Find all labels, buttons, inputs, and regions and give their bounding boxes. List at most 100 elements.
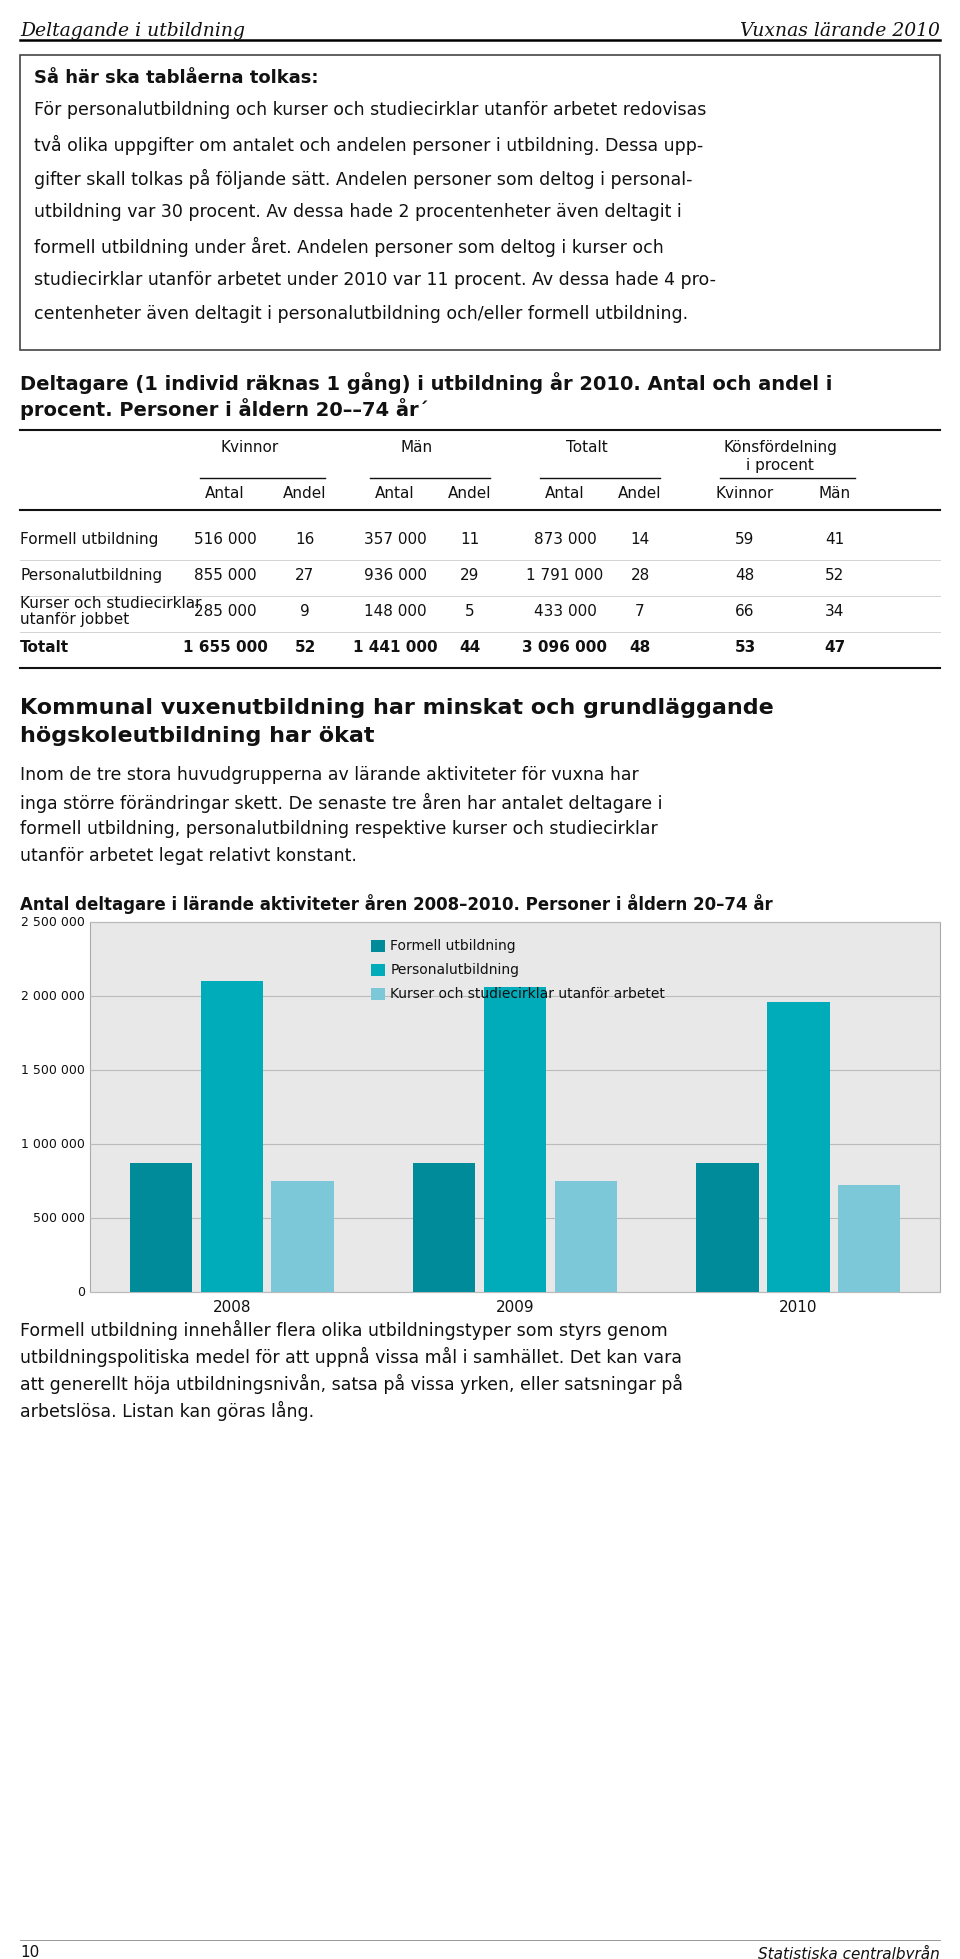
Text: 52: 52	[295, 641, 316, 654]
Text: Könsfördelning: Könsfördelning	[723, 441, 837, 454]
Text: 16: 16	[296, 533, 315, 547]
Text: två olika uppgifter om antalet och andelen personer i utbildning. Dessa upp-: två olika uppgifter om antalet och andel…	[34, 135, 704, 155]
FancyBboxPatch shape	[696, 1164, 758, 1293]
Text: Andel: Andel	[448, 486, 492, 502]
FancyBboxPatch shape	[484, 987, 546, 1293]
Text: 66: 66	[735, 603, 755, 619]
Text: arbetslösa. Listan kan göras lång.: arbetslösa. Listan kan göras lång.	[20, 1401, 314, 1420]
Text: utanför arbetet legat relativt konstant.: utanför arbetet legat relativt konstant.	[20, 846, 357, 866]
Text: 433 000: 433 000	[534, 603, 596, 619]
Text: 48: 48	[630, 641, 651, 654]
Text: 3 096 000: 3 096 000	[522, 641, 608, 654]
Text: 52: 52	[826, 568, 845, 584]
Text: Män: Män	[401, 441, 433, 454]
Text: 855 000: 855 000	[194, 568, 256, 584]
Text: 285 000: 285 000	[194, 603, 256, 619]
Text: Kurser och studiecirklar: Kurser och studiecirklar	[20, 596, 202, 611]
Text: 29: 29	[460, 568, 480, 584]
Text: 10: 10	[20, 1945, 39, 1959]
Text: 9: 9	[300, 603, 310, 619]
FancyBboxPatch shape	[371, 964, 385, 976]
Text: 11: 11	[461, 533, 480, 547]
Text: utanför jobbet: utanför jobbet	[20, 611, 130, 627]
Text: utbildning var 30 procent. Av dessa hade 2 procentenheter även deltagit i: utbildning var 30 procent. Av dessa hade…	[34, 204, 682, 221]
Text: 1 655 000: 1 655 000	[182, 641, 268, 654]
Text: 0: 0	[77, 1285, 85, 1299]
Text: högskoleutbildning har ökat: högskoleutbildning har ökat	[20, 727, 374, 746]
Text: 936 000: 936 000	[364, 568, 426, 584]
FancyBboxPatch shape	[201, 981, 263, 1293]
Text: Formell utbildning innehåller flera olika utbildningstyper som styrs genom: Formell utbildning innehåller flera olik…	[20, 1320, 668, 1340]
Text: Andel: Andel	[283, 486, 326, 502]
Text: formell utbildning, personalutbildning respektive kurser och studiecirklar: formell utbildning, personalutbildning r…	[20, 821, 658, 838]
Text: Totalt: Totalt	[566, 441, 608, 454]
Text: 1 500 000: 1 500 000	[21, 1064, 85, 1077]
FancyBboxPatch shape	[767, 1001, 829, 1293]
Text: 1 441 000: 1 441 000	[352, 641, 438, 654]
FancyBboxPatch shape	[90, 923, 940, 1293]
FancyBboxPatch shape	[20, 55, 940, 351]
Text: Formell utbildning: Formell utbildning	[20, 533, 158, 547]
Text: 7: 7	[636, 603, 645, 619]
Text: Antal: Antal	[205, 486, 245, 502]
Text: att generellt höja utbildningsnivån, satsa på vissa yrken, eller satsningar på: att generellt höja utbildningsnivån, sat…	[20, 1373, 683, 1395]
Text: 48: 48	[735, 568, 755, 584]
Text: 1 000 000: 1 000 000	[21, 1138, 85, 1150]
Text: studiecirklar utanför arbetet under 2010 var 11 procent. Av dessa hade 4 pro-: studiecirklar utanför arbetet under 2010…	[34, 270, 716, 290]
Text: Inom de tre stora huvudgrupperna av lärande aktiviteter för vuxna har: Inom de tre stora huvudgrupperna av lära…	[20, 766, 638, 784]
Text: Så här ska tablåerna tolkas:: Så här ska tablåerna tolkas:	[34, 69, 319, 86]
Text: Kurser och studiecirklar utanför arbetet: Kurser och studiecirklar utanför arbetet	[391, 987, 665, 1001]
Text: 44: 44	[460, 641, 481, 654]
Text: Totalt: Totalt	[20, 641, 69, 654]
Text: Vuxnas lärande 2010: Vuxnas lärande 2010	[740, 22, 940, 39]
Text: 516 000: 516 000	[194, 533, 256, 547]
Text: Deltagande i utbildning: Deltagande i utbildning	[20, 22, 245, 39]
Text: 47: 47	[825, 641, 846, 654]
Text: Personalutbildning: Personalutbildning	[20, 568, 162, 584]
Text: 2009: 2009	[495, 1301, 535, 1314]
Text: För personalutbildning och kurser och studiecirklar utanför arbetet redovisas: För personalutbildning och kurser och st…	[34, 102, 707, 119]
Text: 27: 27	[296, 568, 315, 584]
Text: 34: 34	[826, 603, 845, 619]
Text: 14: 14	[631, 533, 650, 547]
FancyBboxPatch shape	[130, 1164, 192, 1293]
Text: Kvinnor: Kvinnor	[716, 486, 774, 502]
Text: 2010: 2010	[780, 1301, 818, 1314]
Text: 53: 53	[734, 641, 756, 654]
Text: 28: 28	[631, 568, 650, 584]
Text: procent. Personer i åldern 20––74 år´: procent. Personer i åldern 20––74 år´	[20, 398, 428, 419]
FancyBboxPatch shape	[838, 1185, 900, 1293]
Text: Kommunal vuxenutbildning har minskat och grundläggande: Kommunal vuxenutbildning har minskat och…	[20, 697, 774, 719]
FancyBboxPatch shape	[371, 940, 385, 952]
Text: 41: 41	[826, 533, 845, 547]
Text: 873 000: 873 000	[534, 533, 596, 547]
Text: 5: 5	[466, 603, 475, 619]
Text: Kvinnor: Kvinnor	[221, 441, 279, 454]
Text: Deltagare (1 individ räknas 1 gång) i utbildning år 2010. Antal och andel i: Deltagare (1 individ räknas 1 gång) i ut…	[20, 372, 832, 394]
Text: Statistiska centralbyrån: Statistiska centralbyrån	[758, 1945, 940, 1959]
FancyBboxPatch shape	[555, 1181, 617, 1293]
Text: 59: 59	[735, 533, 755, 547]
Text: centenheter även deltagit i personalutbildning och/eller formell utbildning.: centenheter även deltagit i personalutbi…	[34, 306, 688, 323]
Text: 357 000: 357 000	[364, 533, 426, 547]
Text: formell utbildning under året. Andelen personer som deltog i kurser och: formell utbildning under året. Andelen p…	[34, 237, 663, 257]
Text: utbildningspolitiska medel för att uppnå vissa mål i samhället. Det kan vara: utbildningspolitiska medel för att uppnå…	[20, 1348, 682, 1367]
Text: Antal: Antal	[375, 486, 415, 502]
Text: 2 500 000: 2 500 000	[21, 915, 85, 929]
Text: gifter skall tolkas på följande sätt. Andelen personer som deltog i personal-: gifter skall tolkas på följande sätt. An…	[34, 168, 692, 190]
FancyBboxPatch shape	[272, 1181, 334, 1293]
Text: inga större förändringar skett. De senaste tre åren har antalet deltagare i: inga större förändringar skett. De senas…	[20, 793, 662, 813]
Text: i procent: i procent	[746, 458, 814, 472]
Text: Formell utbildning: Formell utbildning	[391, 938, 516, 952]
Text: 2 000 000: 2 000 000	[21, 989, 85, 1003]
Text: 500 000: 500 000	[33, 1211, 85, 1224]
Text: 1 791 000: 1 791 000	[526, 568, 604, 584]
Text: 2008: 2008	[212, 1301, 251, 1314]
Text: Antal deltagare i lärande aktiviteter åren 2008–2010. Personer i åldern 20–74 år: Antal deltagare i lärande aktiviteter år…	[20, 893, 773, 915]
Text: 148 000: 148 000	[364, 603, 426, 619]
FancyBboxPatch shape	[371, 987, 385, 999]
FancyBboxPatch shape	[413, 1164, 475, 1293]
Text: Personalutbildning: Personalutbildning	[391, 964, 519, 978]
Text: Antal: Antal	[545, 486, 585, 502]
Text: Andel: Andel	[618, 486, 661, 502]
